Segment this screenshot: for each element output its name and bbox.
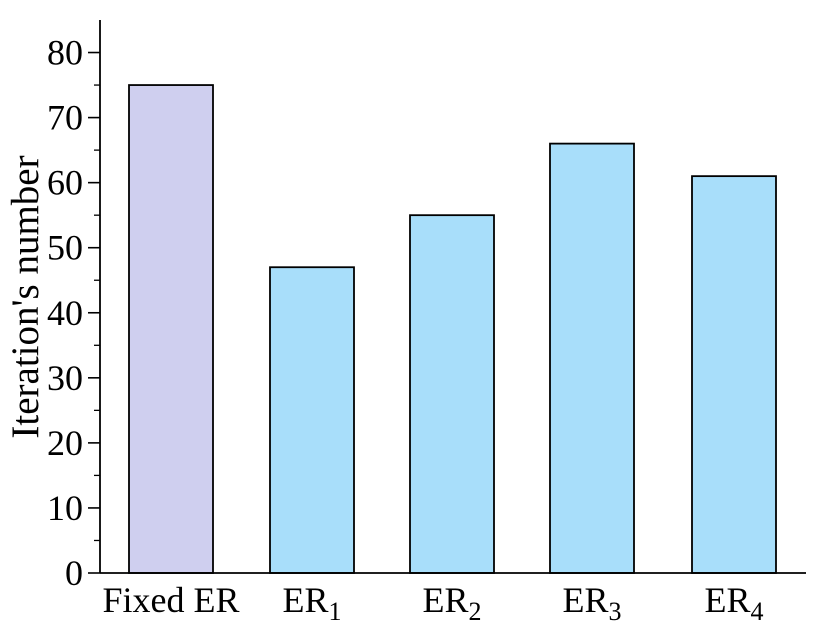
ticks-layer	[88, 51, 100, 574]
x-tick-label-3: ER2	[422, 580, 481, 623]
y-tick-label-50: 50	[47, 228, 83, 268]
axes-layer	[99, 20, 806, 574]
y-tick-label-20: 20	[47, 423, 83, 463]
y-tick-label-30: 30	[47, 358, 83, 398]
bar-2	[269, 266, 355, 574]
bar-5	[691, 175, 777, 574]
x-tick-label-4: ER3	[562, 580, 621, 623]
y-tick-label-80: 80	[47, 33, 83, 73]
bar-4	[549, 142, 635, 574]
bar-1	[128, 84, 214, 574]
x-tick-label-1: Fixed ER	[102, 580, 239, 620]
labels-layer: 0 10 20 30 40 50 60 70 80 Fixed ER ER1 ER2 ER3 ER4 Ite…	[4, 33, 764, 623]
bars-layer	[128, 84, 777, 574]
y-tick-label-40: 40	[47, 293, 83, 333]
y-tick-label-10: 10	[47, 488, 83, 528]
x-tick-label-2: ER1	[282, 580, 341, 623]
y-axis-title: Iteration's number	[4, 155, 47, 438]
y-tick-label-0: 0	[65, 553, 83, 593]
bar-3	[409, 214, 495, 574]
y-tick-label-70: 70	[47, 98, 83, 138]
x-tick-label-5: ER4	[704, 580, 763, 623]
y-tick-label-60: 60	[47, 163, 83, 203]
